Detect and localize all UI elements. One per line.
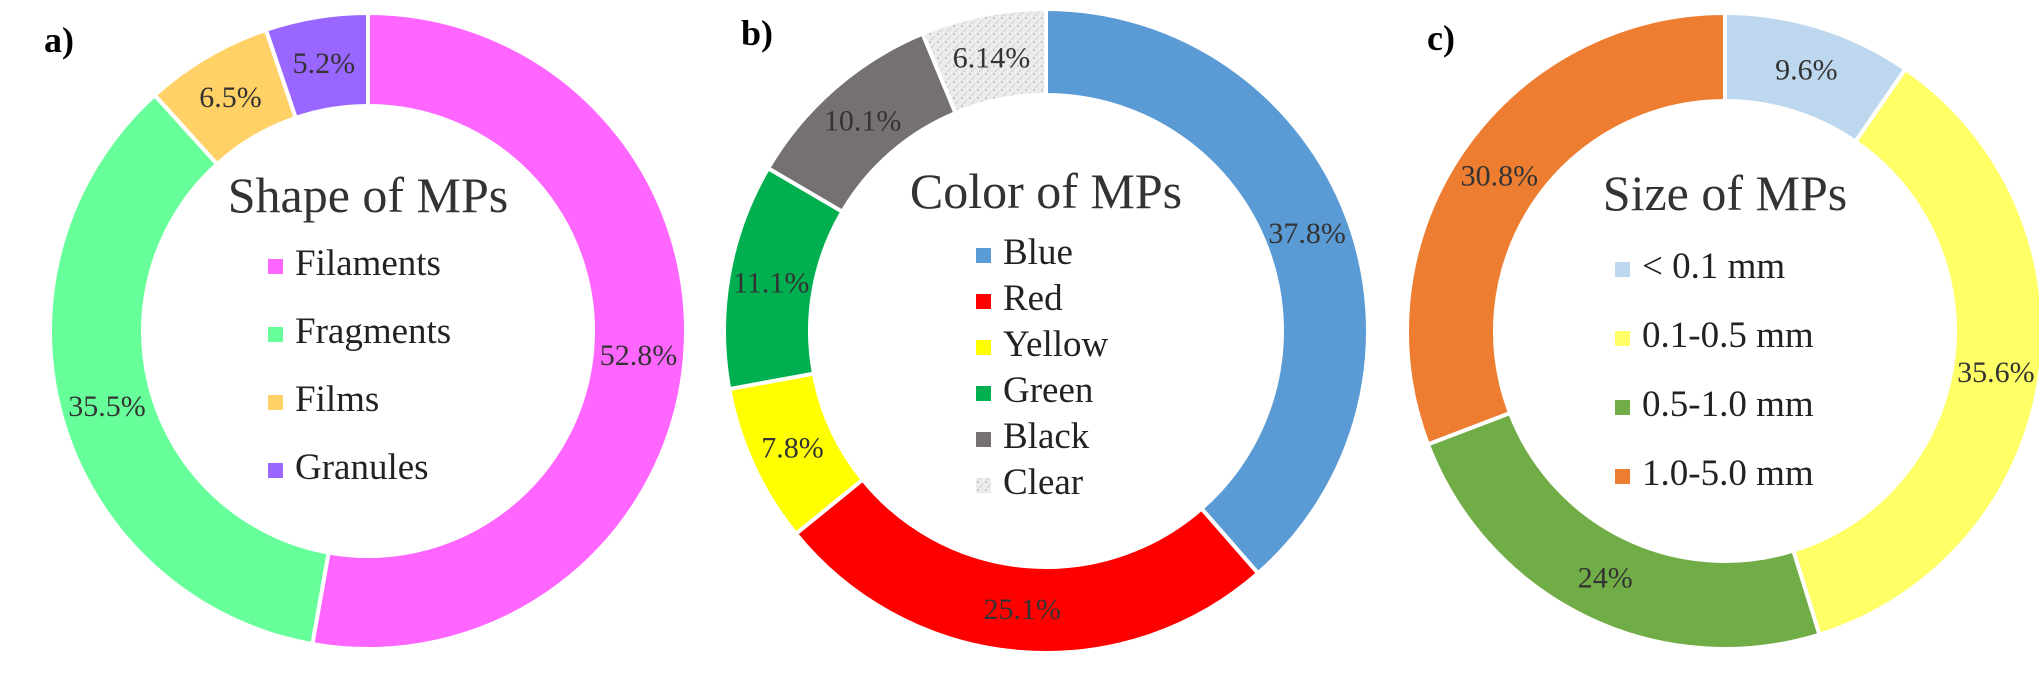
- panel-label: c): [1427, 18, 1455, 58]
- donut-panel-1: a) 52.8% 35.5% 6.5% 5.2% Shape of MPs Filament…: [44, 10, 688, 651]
- data-label-0-1-mm: 9.6%: [1775, 53, 1838, 86]
- slice-fragments: [48, 92, 331, 647]
- legend-label-filaments: Filaments: [295, 243, 441, 284]
- chart-title: Color of MPs: [910, 163, 1182, 219]
- slice-0-5-1-0-mm: [1425, 410, 1822, 651]
- legend-label-green: Green: [1003, 370, 1093, 411]
- legend-swatch-fragments: [268, 327, 283, 342]
- data-label-black: 10.1%: [824, 105, 902, 138]
- legend-swatch-granules: [268, 463, 283, 478]
- donut-panel-3: c) 9.6% 35.6% 24% 30.8% Size of MPs < 0.1 mm 0.…: [1404, 10, 2039, 651]
- data-label-1-0-5-0-mm: 30.8%: [1461, 160, 1539, 193]
- legend-swatch-blue: [976, 248, 991, 263]
- slice-0-1-0-5-mm: [1790, 66, 2039, 638]
- data-label-red: 25.1%: [983, 593, 1061, 626]
- chart-title: Shape of MPs: [228, 167, 509, 223]
- slice-1-0-5-0-mm: [1404, 10, 1727, 447]
- legend-swatch-films: [268, 395, 283, 410]
- legend-label-blue: Blue: [1003, 232, 1073, 273]
- legend-label-0-1-mm: < 0.1 mm: [1642, 246, 1785, 287]
- legend-label-red: Red: [1003, 278, 1063, 319]
- data-label-films: 6.5%: [199, 81, 262, 114]
- chart-title: Size of MPs: [1603, 165, 1847, 221]
- slice-filaments: [310, 10, 688, 651]
- data-label-blue: 37.8%: [1268, 217, 1346, 250]
- data-label-green: 11.1%: [733, 267, 809, 300]
- legend-swatch-0-5-1-0-mm: [1615, 400, 1630, 415]
- legend-label-granules: Granules: [295, 447, 429, 488]
- panel-label: b): [741, 13, 773, 53]
- slice-clear: [919, 6, 1048, 116]
- donut-panel-2: b) 37.8% 25.1% 7.8% 11.1% 10.1% 6.14% Color of …: [722, 6, 1370, 655]
- legend-swatch-filaments: [268, 259, 283, 274]
- legend-swatch-red: [976, 294, 991, 309]
- legend-swatch-clear: [976, 478, 991, 493]
- legend-label-fragments: Fragments: [295, 311, 451, 352]
- legend-swatch-yellow: [976, 340, 991, 355]
- legend-label-clear: Clear: [1003, 462, 1083, 503]
- slice-granules: [263, 10, 370, 121]
- data-label-yellow: 7.8%: [761, 432, 824, 465]
- legend-label-black: Black: [1003, 416, 1090, 457]
- legend-swatch-1-0-5-0-mm: [1615, 469, 1630, 484]
- data-label-granules: 5.2%: [293, 47, 356, 80]
- legend-label-0-5-1-0-mm: 0.5-1.0 mm: [1642, 384, 1814, 425]
- panels-root: a) 52.8% 35.5% 6.5% 5.2% Shape of MPs Filament…: [44, 6, 2039, 655]
- legend-swatch-green: [976, 386, 991, 401]
- slice-blue: [1044, 6, 1370, 577]
- legend-swatch-0-1-mm: [1615, 262, 1630, 277]
- data-label-clear: 6.14%: [953, 41, 1031, 74]
- panel-label: a): [44, 20, 74, 60]
- legend-label-films: Films: [295, 379, 379, 420]
- data-label-filaments: 52.8%: [600, 339, 678, 372]
- legend-swatch-black: [976, 432, 991, 447]
- legend-label-yellow: Yellow: [1003, 324, 1108, 365]
- legend-label-0-1-0-5-mm: 0.1-0.5 mm: [1642, 315, 1814, 356]
- data-label-0-1-0-5-mm: 35.6%: [1957, 356, 2035, 389]
- data-label-fragments: 35.5%: [68, 390, 146, 423]
- slice-red: [793, 476, 1261, 655]
- data-label-0-5-1-0-mm: 24%: [1578, 561, 1633, 594]
- legend-swatch-0-1-0-5-mm: [1615, 331, 1630, 346]
- legend-label-1-0-5-0-mm: 1.0-5.0 mm: [1642, 453, 1814, 494]
